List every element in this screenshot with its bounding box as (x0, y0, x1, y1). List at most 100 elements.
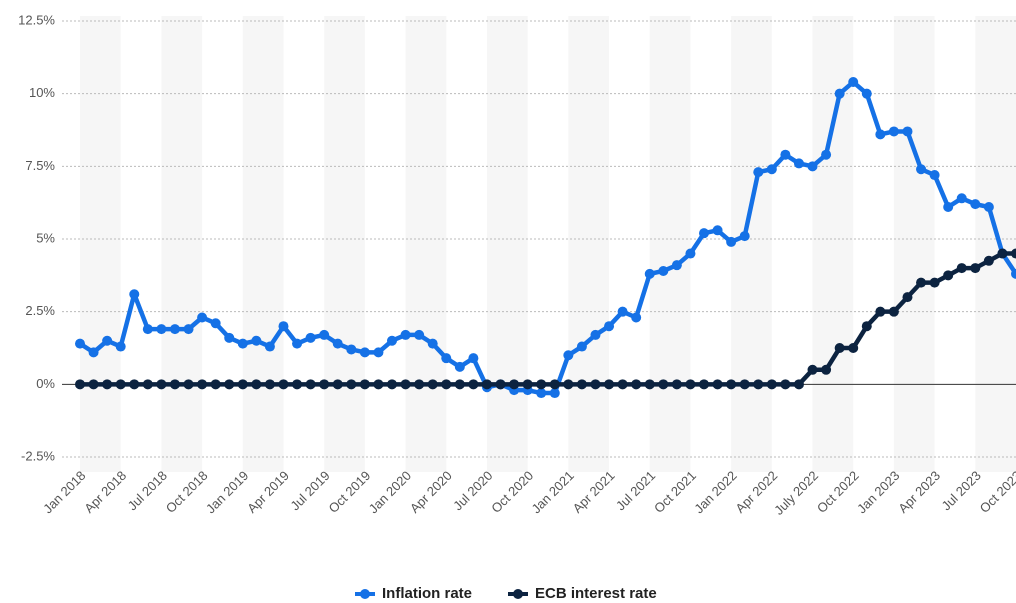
point (359, 379, 370, 390)
point (563, 350, 574, 361)
point (983, 202, 994, 213)
point (319, 329, 330, 340)
point (604, 379, 615, 390)
point (169, 379, 180, 390)
x-tick-label: Oct 2023 (977, 468, 1016, 516)
point (197, 379, 208, 390)
point (644, 268, 655, 279)
point (807, 364, 818, 375)
point (726, 379, 737, 390)
point (251, 379, 262, 390)
x-tick-label: Oct 2020 (488, 468, 536, 516)
point (631, 379, 642, 390)
point (929, 277, 940, 288)
band (893, 16, 935, 472)
y-tick-label: 7.5% (25, 158, 55, 173)
point (292, 338, 303, 349)
point (739, 231, 750, 242)
point (712, 379, 723, 390)
x-tick-label: Apr 2023 (895, 468, 943, 516)
x-tick-label: Jan 2020 (366, 468, 414, 516)
point (821, 364, 832, 375)
point (848, 77, 859, 88)
band (324, 16, 365, 472)
point (943, 202, 954, 213)
x-tick-label: Jan 2022 (691, 468, 739, 516)
point (658, 379, 669, 390)
x-tick-label: Oct 2018 (163, 468, 211, 516)
point (536, 388, 547, 399)
point (115, 341, 126, 352)
point (373, 379, 384, 390)
point (834, 343, 845, 353)
point (210, 379, 221, 390)
x-tick-label: Oct 2019 (326, 468, 374, 516)
point (590, 329, 601, 340)
series (75, 248, 1016, 390)
point (685, 248, 696, 259)
x-tick-label: Oct 2021 (651, 468, 699, 516)
point (387, 379, 397, 390)
point (129, 289, 140, 300)
point (916, 164, 927, 175)
point (400, 379, 411, 390)
point (549, 388, 560, 399)
band (80, 16, 121, 472)
band (486, 16, 528, 472)
point (671, 260, 682, 271)
point (169, 324, 180, 335)
point (292, 379, 303, 390)
point (834, 88, 845, 99)
point (359, 347, 370, 358)
point (264, 379, 275, 390)
point (346, 344, 357, 355)
point (156, 324, 167, 335)
point (454, 379, 465, 390)
point (387, 335, 397, 346)
point (441, 353, 452, 364)
point (590, 379, 601, 390)
point (427, 338, 438, 349)
point (970, 199, 981, 210)
point (210, 318, 221, 329)
point (75, 338, 85, 349)
point (970, 263, 981, 274)
x-tick-label: Jan 2021 (528, 468, 576, 516)
y-tick-label: 12.5% (18, 12, 55, 27)
x-tick-label: Apr 2019 (244, 468, 292, 516)
point (848, 343, 859, 353)
band (568, 16, 610, 472)
point (821, 149, 832, 160)
point (142, 324, 153, 335)
point (1011, 268, 1016, 279)
legend-item: ECB interest rate (508, 585, 657, 602)
x-tick-label: July 2022 (771, 468, 821, 518)
point (997, 248, 1008, 259)
point (414, 379, 425, 390)
legend-swatch-dot (513, 589, 523, 599)
x-tick-label: Oct 2022 (814, 468, 862, 516)
legend-label: Inflation rate (382, 585, 472, 602)
point (156, 379, 167, 390)
point (699, 228, 709, 239)
line (78, 79, 1016, 396)
point (888, 306, 899, 317)
point (224, 379, 235, 390)
point (319, 379, 330, 390)
point (278, 321, 289, 332)
point (142, 379, 153, 390)
point (766, 379, 777, 390)
point (224, 332, 235, 343)
background-bands (80, 16, 1016, 472)
point (75, 379, 85, 390)
point (563, 379, 574, 390)
y-tick-label: -2.5% (21, 448, 55, 463)
y-tick-label: 0% (36, 376, 55, 391)
band (731, 16, 772, 472)
point (509, 379, 520, 390)
point (522, 379, 533, 390)
point (766, 164, 777, 175)
point (481, 379, 492, 390)
